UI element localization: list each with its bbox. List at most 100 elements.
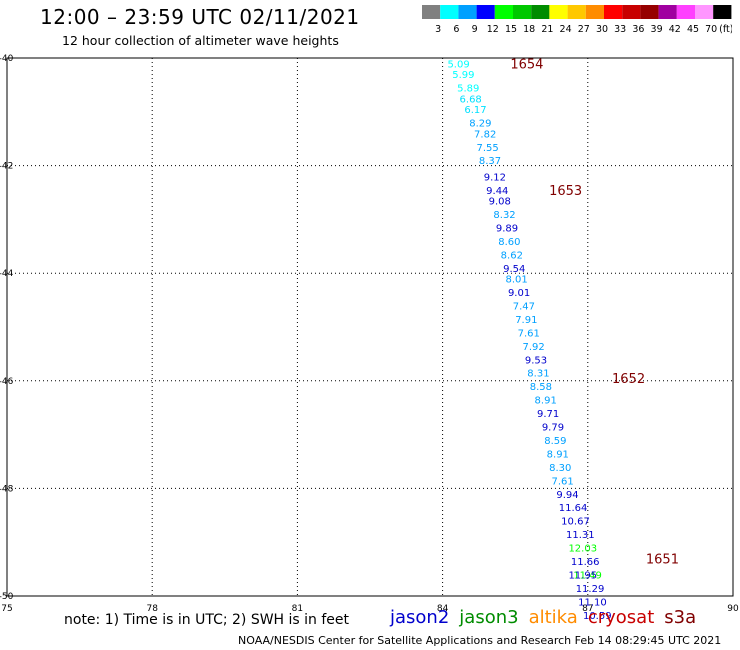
wave-height-value: 9.12 xyxy=(484,172,506,183)
wave-height-value: 8.59 xyxy=(544,436,566,447)
wave-height-value: 11.29 xyxy=(576,584,605,595)
wave-height-value: 10.67 xyxy=(561,517,590,528)
colorbar-label: (ft) xyxy=(719,24,732,35)
colorbar-label: 70 xyxy=(705,24,717,35)
wave-height-value: 8.32 xyxy=(493,210,515,221)
satellite-name: s3a xyxy=(664,607,697,628)
wave-height-value: 7.47 xyxy=(513,301,535,312)
colorbar-label: 15 xyxy=(505,24,517,35)
chart-subtitle: 12 hour collection of altimeter wave hei… xyxy=(62,33,339,48)
wave-height-value: 8.01 xyxy=(506,275,528,286)
plot-frame xyxy=(6,57,734,597)
x-tick-label: 87 xyxy=(582,604,593,614)
hour-marker: 1652 xyxy=(612,372,645,387)
wave-height-value: 7.61 xyxy=(552,476,574,487)
colorbar-label: 30 xyxy=(596,24,608,35)
colorbar-swatch xyxy=(494,5,513,19)
colorbar-swatch xyxy=(676,5,695,19)
colorbar-swatch xyxy=(604,5,623,19)
colorbar-label: 12 xyxy=(487,24,499,35)
x-tick-label: 84 xyxy=(437,604,449,614)
credit-line: NOAA/NESDIS Center for Satellite Applica… xyxy=(238,634,722,647)
y-tick-label: -40 xyxy=(0,54,14,64)
satellite-name: jason3 xyxy=(459,607,519,628)
wave-height-value: 8.60 xyxy=(498,237,520,248)
satellite-legend: jason2 jason3 altika cryosat s3a xyxy=(390,607,706,628)
colorbar-label: 24 xyxy=(560,24,572,35)
x-tick-label: 81 xyxy=(292,604,303,614)
wave-height-value: 9.89 xyxy=(496,223,518,234)
colorbar-label: 33 xyxy=(614,24,626,35)
wave-height-value: 9.01 xyxy=(508,288,530,299)
y-tick-label: -50 xyxy=(0,592,14,602)
wave-height-value: 8.58 xyxy=(530,382,552,393)
colorbar-swatch xyxy=(567,5,586,19)
wave-height-value: 11.66 xyxy=(571,557,600,568)
colorbar-swatch xyxy=(476,5,495,19)
wave-height-value: 9.71 xyxy=(537,409,559,420)
wave-height-value: 5.99 xyxy=(452,70,474,81)
x-tick-label: 78 xyxy=(146,604,158,614)
colorbar-swatch xyxy=(513,5,532,19)
wave-height-value: 6.17 xyxy=(464,105,486,116)
wave-height-value: 5.89 xyxy=(457,84,479,95)
y-tick-label: -48 xyxy=(0,484,14,494)
hour-marker: 1653 xyxy=(549,184,582,199)
colorbar-swatch xyxy=(549,5,568,19)
units-note: note: 1) Time is in UTC; 2) SWH is in fe… xyxy=(64,612,350,628)
wave-height-value: 8.37 xyxy=(479,156,501,167)
wave-height-value: 8.29 xyxy=(469,119,491,130)
wave-height-value: 8.62 xyxy=(501,250,523,261)
y-tick-label: -42 xyxy=(0,162,13,172)
wave-height-value: 10.59 xyxy=(583,611,612,622)
wave-height-value: 8.91 xyxy=(535,396,557,407)
wave-height-value: 11.64 xyxy=(559,503,588,514)
colorbar-label: 6 xyxy=(453,24,459,35)
wave-height-value: 9.54 xyxy=(503,264,525,275)
wave-height-value: 11.31 xyxy=(566,530,595,541)
wave-height-value: 7.82 xyxy=(474,129,496,140)
x-tick-label: 75 xyxy=(1,604,12,614)
colorbar-swatch xyxy=(695,5,714,19)
wave-height-value: 9.53 xyxy=(525,355,547,366)
wave-height-value: 8.91 xyxy=(547,449,569,460)
colorbar-swatch xyxy=(440,5,459,19)
wave-height-value: 5.09 xyxy=(447,59,469,70)
satellite-name: cryosat xyxy=(587,607,655,628)
wave-height-value: 7.61 xyxy=(518,328,540,339)
wave-height-value: 11.95 xyxy=(568,570,597,581)
satellite-name: altika xyxy=(528,607,578,628)
colorbar-label: 27 xyxy=(578,24,590,35)
x-tick-label: 90 xyxy=(727,604,739,614)
wave-height-value: 8.30 xyxy=(549,463,571,474)
colorbar-label: 42 xyxy=(669,24,681,35)
colorbar-swatch xyxy=(713,5,732,19)
wave-height-value: 11.49 xyxy=(573,570,602,581)
colorbar-swatch xyxy=(658,5,677,19)
colorbar-label: 18 xyxy=(523,24,535,35)
wave-height-value: 9.79 xyxy=(542,423,564,434)
satellite-name: jason2 xyxy=(390,607,450,628)
wave-height-value: 9.94 xyxy=(556,490,578,501)
colorbar-swatch xyxy=(640,5,659,19)
colorbar-label: 45 xyxy=(687,24,699,35)
wave-height-value: 7.55 xyxy=(476,143,498,154)
wave-height-value: 9.44 xyxy=(486,186,508,197)
colorbar-swatch xyxy=(622,5,641,19)
colorbar-swatch xyxy=(458,5,477,19)
colorbar-label: 36 xyxy=(632,24,644,35)
colorbar-label: 3 xyxy=(435,24,441,35)
colorbar-label: 9 xyxy=(472,24,478,35)
y-tick-label: -46 xyxy=(0,377,14,387)
colorbar-swatch xyxy=(531,5,550,19)
wave-height-value: 7.91 xyxy=(515,315,537,326)
y-tick-label: -44 xyxy=(0,269,14,279)
wave-height-value: 7.92 xyxy=(522,342,544,353)
wave-height-value: 11.10 xyxy=(578,597,607,608)
hour-marker: 1654 xyxy=(510,57,543,72)
wave-height-value: 6.68 xyxy=(460,94,482,105)
colorbar-swatch xyxy=(585,5,604,19)
colorbar-label: 21 xyxy=(541,24,553,35)
